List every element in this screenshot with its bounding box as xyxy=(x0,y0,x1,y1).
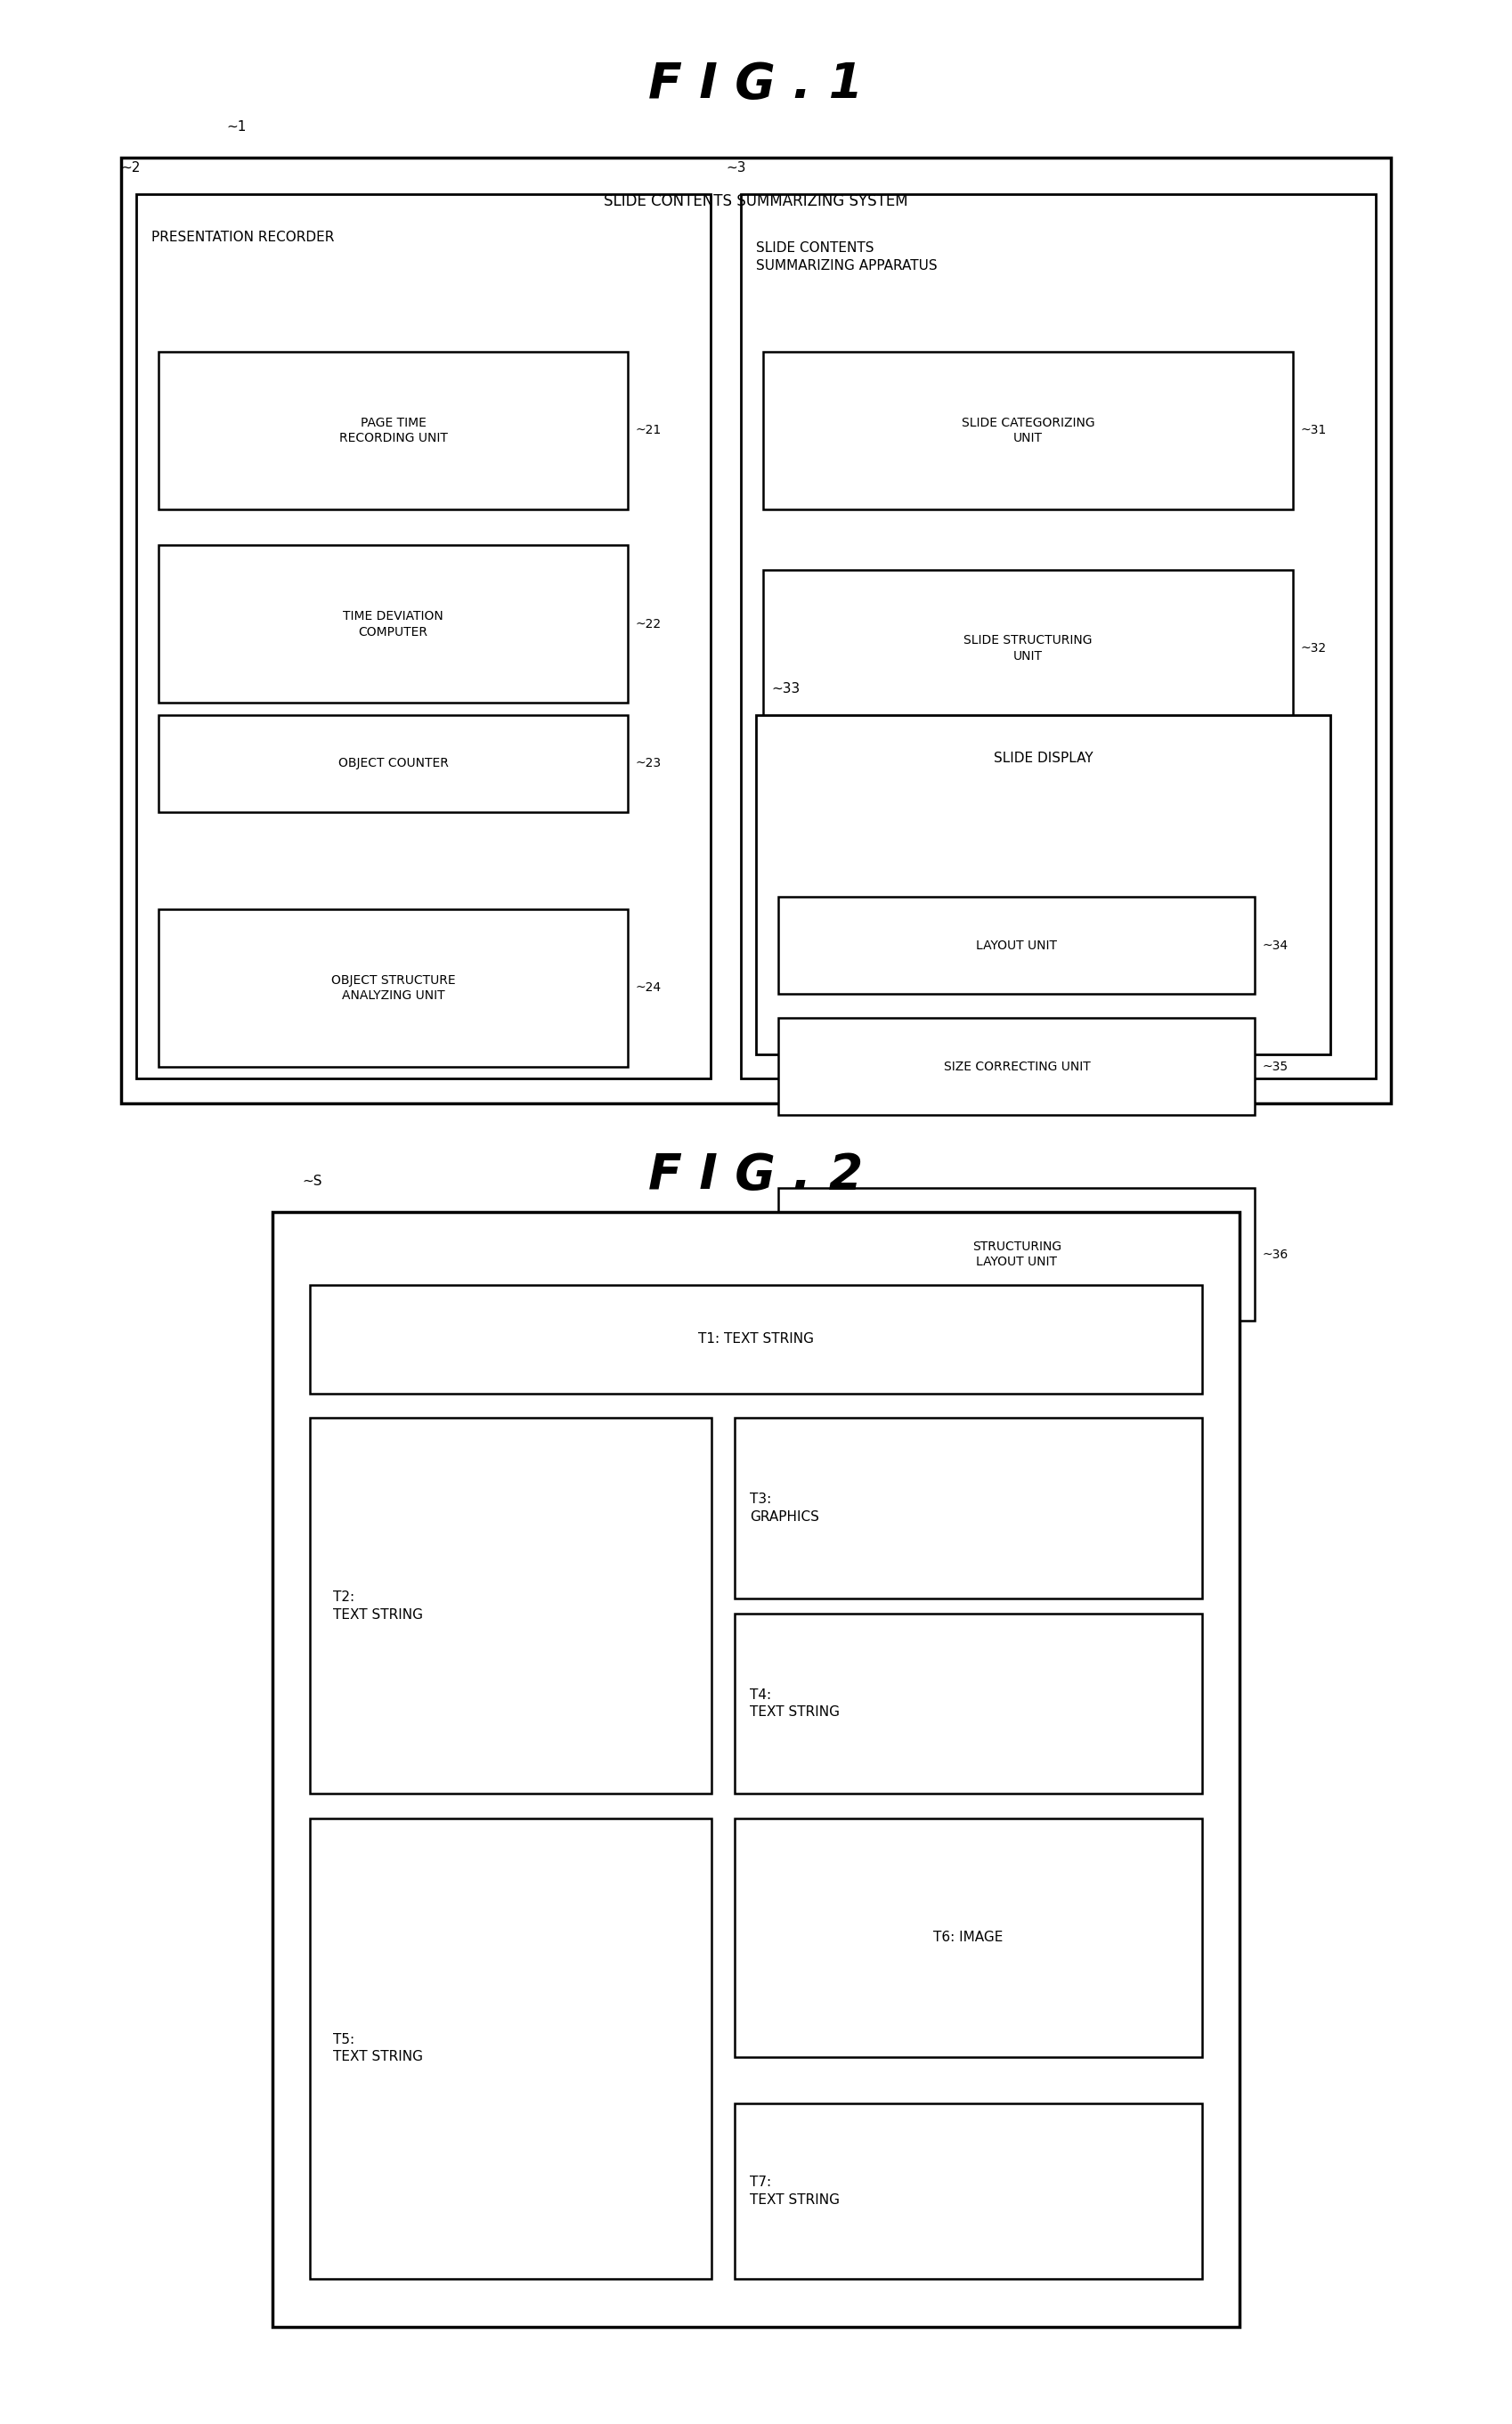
Text: OBJECT COUNTER: OBJECT COUNTER xyxy=(339,756,448,771)
Text: T5:
TEXT STRING: T5: TEXT STRING xyxy=(333,2034,422,2063)
FancyBboxPatch shape xyxy=(779,1188,1255,1321)
Text: SLIDE DISPLAY: SLIDE DISPLAY xyxy=(993,751,1093,766)
FancyBboxPatch shape xyxy=(735,1418,1202,1597)
Text: T4:
TEXT STRING: T4: TEXT STRING xyxy=(750,1687,839,1719)
Text: LAYOUT UNIT: LAYOUT UNIT xyxy=(977,938,1057,953)
Text: ~34: ~34 xyxy=(1263,938,1288,953)
Text: ~36: ~36 xyxy=(1263,1248,1288,1260)
FancyBboxPatch shape xyxy=(159,909,627,1067)
Text: ~23: ~23 xyxy=(635,756,661,771)
FancyBboxPatch shape xyxy=(756,715,1331,1054)
Text: T6: IMAGE: T6: IMAGE xyxy=(933,1932,1002,1944)
Text: ~21: ~21 xyxy=(635,424,661,436)
Text: ~24: ~24 xyxy=(635,982,661,994)
Text: T2:
TEXT STRING: T2: TEXT STRING xyxy=(333,1590,422,1622)
Text: STRUCTURING
LAYOUT UNIT: STRUCTURING LAYOUT UNIT xyxy=(972,1241,1061,1268)
FancyBboxPatch shape xyxy=(159,715,627,812)
FancyBboxPatch shape xyxy=(310,1818,712,2279)
FancyBboxPatch shape xyxy=(136,194,711,1079)
Text: T3:
GRAPHICS: T3: GRAPHICS xyxy=(750,1493,820,1525)
Text: ~1: ~1 xyxy=(227,119,246,133)
Text: F I G . 2: F I G . 2 xyxy=(649,1151,863,1200)
Text: TIME DEVIATION
COMPUTER: TIME DEVIATION COMPUTER xyxy=(343,611,443,638)
FancyBboxPatch shape xyxy=(764,351,1293,509)
Text: ~S: ~S xyxy=(302,1173,322,1188)
Text: ~3: ~3 xyxy=(726,160,745,175)
FancyBboxPatch shape xyxy=(735,2104,1202,2279)
FancyBboxPatch shape xyxy=(272,1212,1240,2327)
Text: T7:
TEXT STRING: T7: TEXT STRING xyxy=(750,2177,839,2206)
FancyBboxPatch shape xyxy=(310,1285,1202,1394)
FancyBboxPatch shape xyxy=(735,1818,1202,2058)
Text: PAGE TIME
RECORDING UNIT: PAGE TIME RECORDING UNIT xyxy=(339,417,448,444)
FancyBboxPatch shape xyxy=(735,1614,1202,1794)
Text: ~22: ~22 xyxy=(635,618,661,630)
FancyBboxPatch shape xyxy=(159,545,627,703)
Text: PRESENTATION RECORDER: PRESENTATION RECORDER xyxy=(151,230,334,245)
FancyBboxPatch shape xyxy=(310,1418,712,1794)
FancyBboxPatch shape xyxy=(779,1018,1255,1115)
FancyBboxPatch shape xyxy=(764,570,1293,727)
Text: SLIDE CONTENTS SUMMARIZING SYSTEM: SLIDE CONTENTS SUMMARIZING SYSTEM xyxy=(603,194,909,208)
Text: T1: TEXT STRING: T1: TEXT STRING xyxy=(699,1333,813,1345)
FancyBboxPatch shape xyxy=(159,351,627,509)
Text: ~31: ~31 xyxy=(1300,424,1326,436)
Text: ~32: ~32 xyxy=(1300,642,1326,654)
Text: SLIDE STRUCTURING
UNIT: SLIDE STRUCTURING UNIT xyxy=(963,635,1093,662)
Text: F I G . 1: F I G . 1 xyxy=(649,61,863,109)
FancyBboxPatch shape xyxy=(121,158,1391,1103)
Text: ~35: ~35 xyxy=(1263,1059,1288,1074)
Text: ~2: ~2 xyxy=(121,160,141,175)
Text: SLIDE CATEGORIZING
UNIT: SLIDE CATEGORIZING UNIT xyxy=(962,417,1095,444)
Text: ~33: ~33 xyxy=(771,681,800,696)
Text: SLIDE CONTENTS
SUMMARIZING APPARATUS: SLIDE CONTENTS SUMMARIZING APPARATUS xyxy=(756,242,937,271)
FancyBboxPatch shape xyxy=(741,194,1376,1079)
Text: OBJECT STRUCTURE
ANALYZING UNIT: OBJECT STRUCTURE ANALYZING UNIT xyxy=(331,974,455,1001)
Text: SIZE CORRECTING UNIT: SIZE CORRECTING UNIT xyxy=(943,1059,1090,1074)
FancyBboxPatch shape xyxy=(779,897,1255,994)
